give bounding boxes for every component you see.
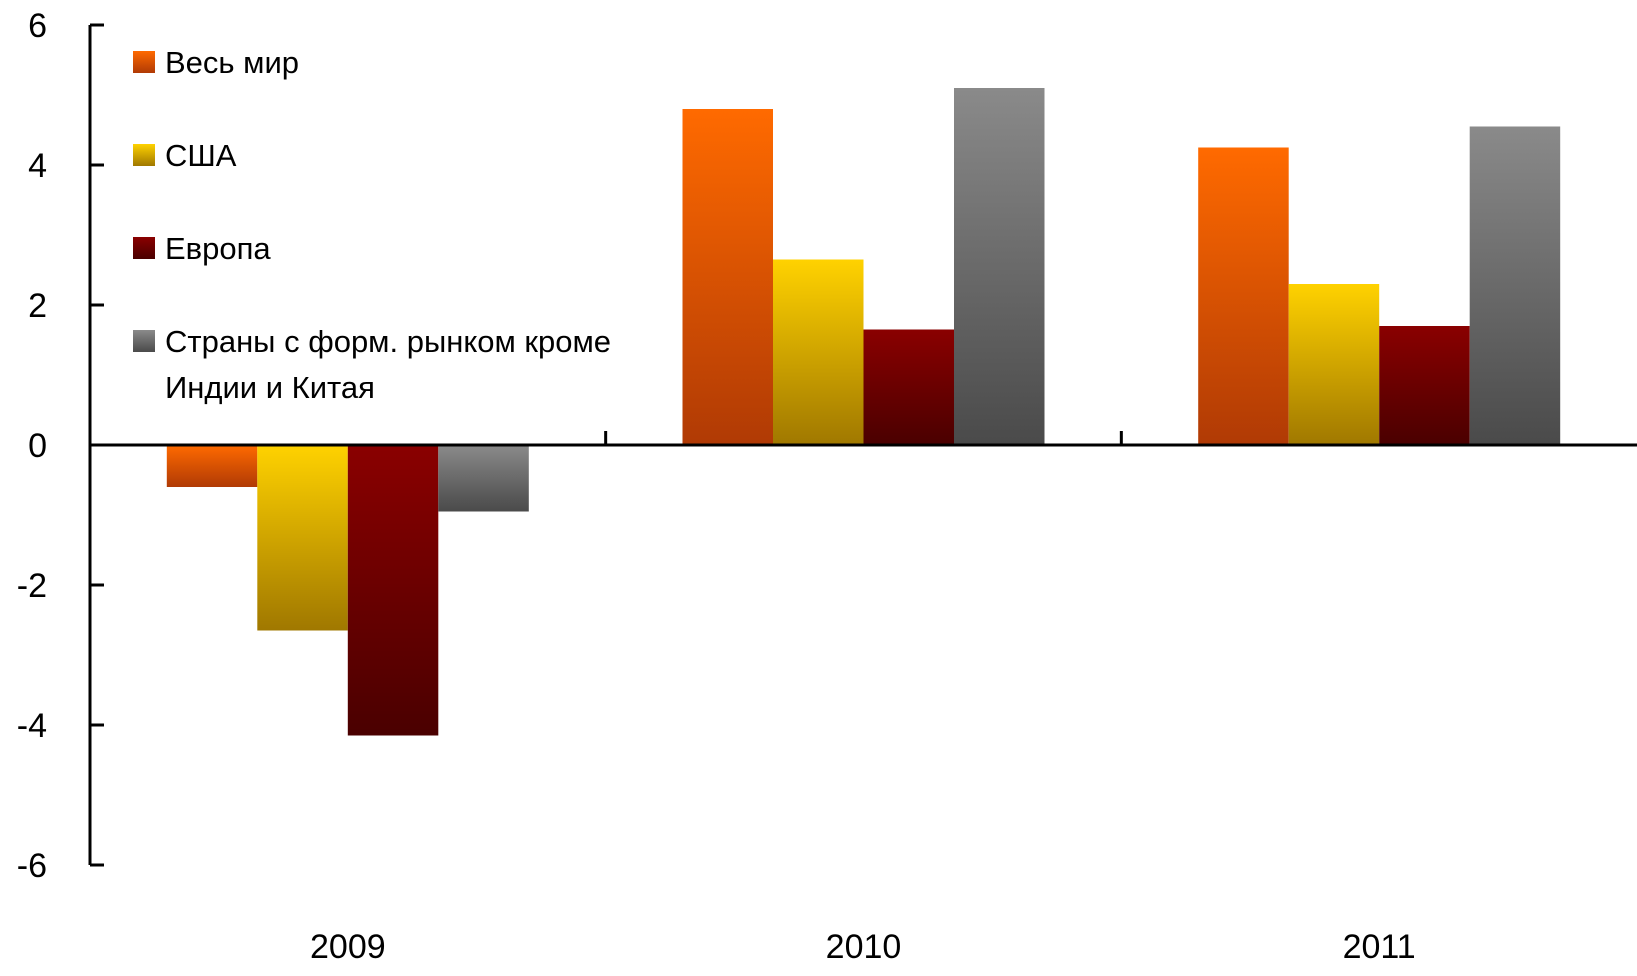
- bar-2011-series-1: [1288, 284, 1380, 445]
- bars-layer: [166, 88, 1561, 736]
- legend-swatch: [133, 144, 155, 166]
- legend: Весь мир США Европа Страны с форм. рынком к…: [133, 45, 611, 405]
- legend-label: Весь мир: [165, 45, 299, 80]
- y-tick-label: 2: [28, 287, 47, 325]
- legend-swatch: [133, 330, 155, 352]
- bar-2009-series-1: [257, 445, 348, 631]
- bar-2010-series-0: [682, 109, 773, 445]
- bar-2011-series-2: [1379, 326, 1470, 445]
- y-tick-label: -6: [17, 847, 47, 885]
- bar-2010-series-3: [954, 88, 1045, 445]
- bar-2009-series-3: [438, 445, 529, 512]
- bar-2009-series-0: [166, 445, 258, 487]
- y-tick-label: 0: [28, 427, 47, 465]
- bar-2011-series-3: [1469, 126, 1561, 445]
- legend-label: США: [165, 138, 237, 173]
- bar-2010-series-2: [863, 329, 954, 445]
- axes-layer: 6 4 2 0 -2 -4 -6 2009 2010 2011: [17, 7, 1637, 966]
- legend-label: Страны с форм. рынком кроме: [165, 324, 611, 359]
- bar-2010-series-1: [773, 259, 864, 445]
- y-tick-label: 6: [28, 7, 47, 45]
- legend-swatch: [133, 237, 155, 259]
- legend-swatch: [133, 51, 155, 73]
- legend-label: Европа: [165, 231, 271, 266]
- bar-2009-series-2: [347, 445, 439, 736]
- y-tick-label: 4: [28, 147, 47, 185]
- y-tick-label: -4: [17, 707, 47, 745]
- legend-label: Индии и Китая: [165, 370, 375, 405]
- y-tick-label: -2: [17, 567, 47, 605]
- bar-2011-series-0: [1198, 147, 1289, 445]
- x-tick-label: 2011: [1343, 928, 1416, 966]
- x-tick-label: 2010: [826, 928, 902, 966]
- x-tick-label: 2009: [310, 928, 386, 966]
